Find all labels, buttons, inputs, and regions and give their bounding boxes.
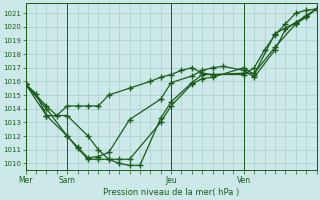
X-axis label: Pression niveau de la mer( hPa ): Pression niveau de la mer( hPa ): [103, 188, 239, 197]
